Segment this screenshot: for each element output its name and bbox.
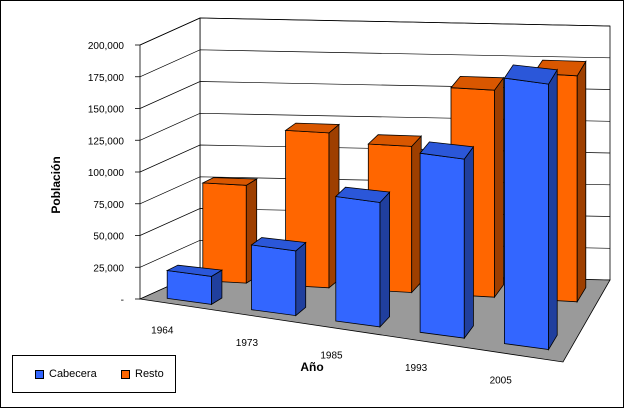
bar-cabecera-1973 <box>250 237 307 317</box>
legend-swatch-resto <box>121 369 130 379</box>
x-tick-label: 1964 <box>151 325 174 336</box>
gridline <box>139 17 611 46</box>
y-tick-label: - <box>121 295 124 306</box>
legend-label-resto: Resto <box>135 368 164 380</box>
gridline <box>139 49 611 78</box>
legend: Cabecera Resto <box>12 355 176 393</box>
bar-resto-1964 <box>201 177 259 284</box>
bar-cabecera-2005 <box>503 64 558 351</box>
x-tick-label: 1993 <box>405 363 428 374</box>
y-axis-title: Población <box>49 156 63 213</box>
x-tick-label: 2005 <box>490 376 513 387</box>
y-tick-label: 200,000 <box>88 41 125 52</box>
legend-label-cabecera: Cabecera <box>49 368 97 380</box>
x-tick-label: 1973 <box>236 338 259 349</box>
legend-item-resto: Resto <box>121 368 164 380</box>
x-axis-title: Año <box>300 360 323 374</box>
y-tick-label: 50,000 <box>93 232 124 243</box>
bar-cabecera-1993 <box>419 141 475 340</box>
y-tick-label: 75,000 <box>93 200 124 211</box>
y-tick-label: 150,000 <box>88 105 125 116</box>
y-tick-label: 100,000 <box>88 168 125 179</box>
x-tick-label: 1985 <box>320 351 343 362</box>
bar-cabecera-1985 <box>334 186 391 328</box>
y-tick-label: 125,000 <box>88 136 125 147</box>
y-tick-label: 25,000 <box>93 263 124 274</box>
bar-cabecera-1964 <box>165 264 224 306</box>
y-tick-label: 175,000 <box>88 73 125 84</box>
legend-swatch-cabecera <box>35 369 44 379</box>
legend-item-cabecera: Cabecera <box>35 368 97 380</box>
